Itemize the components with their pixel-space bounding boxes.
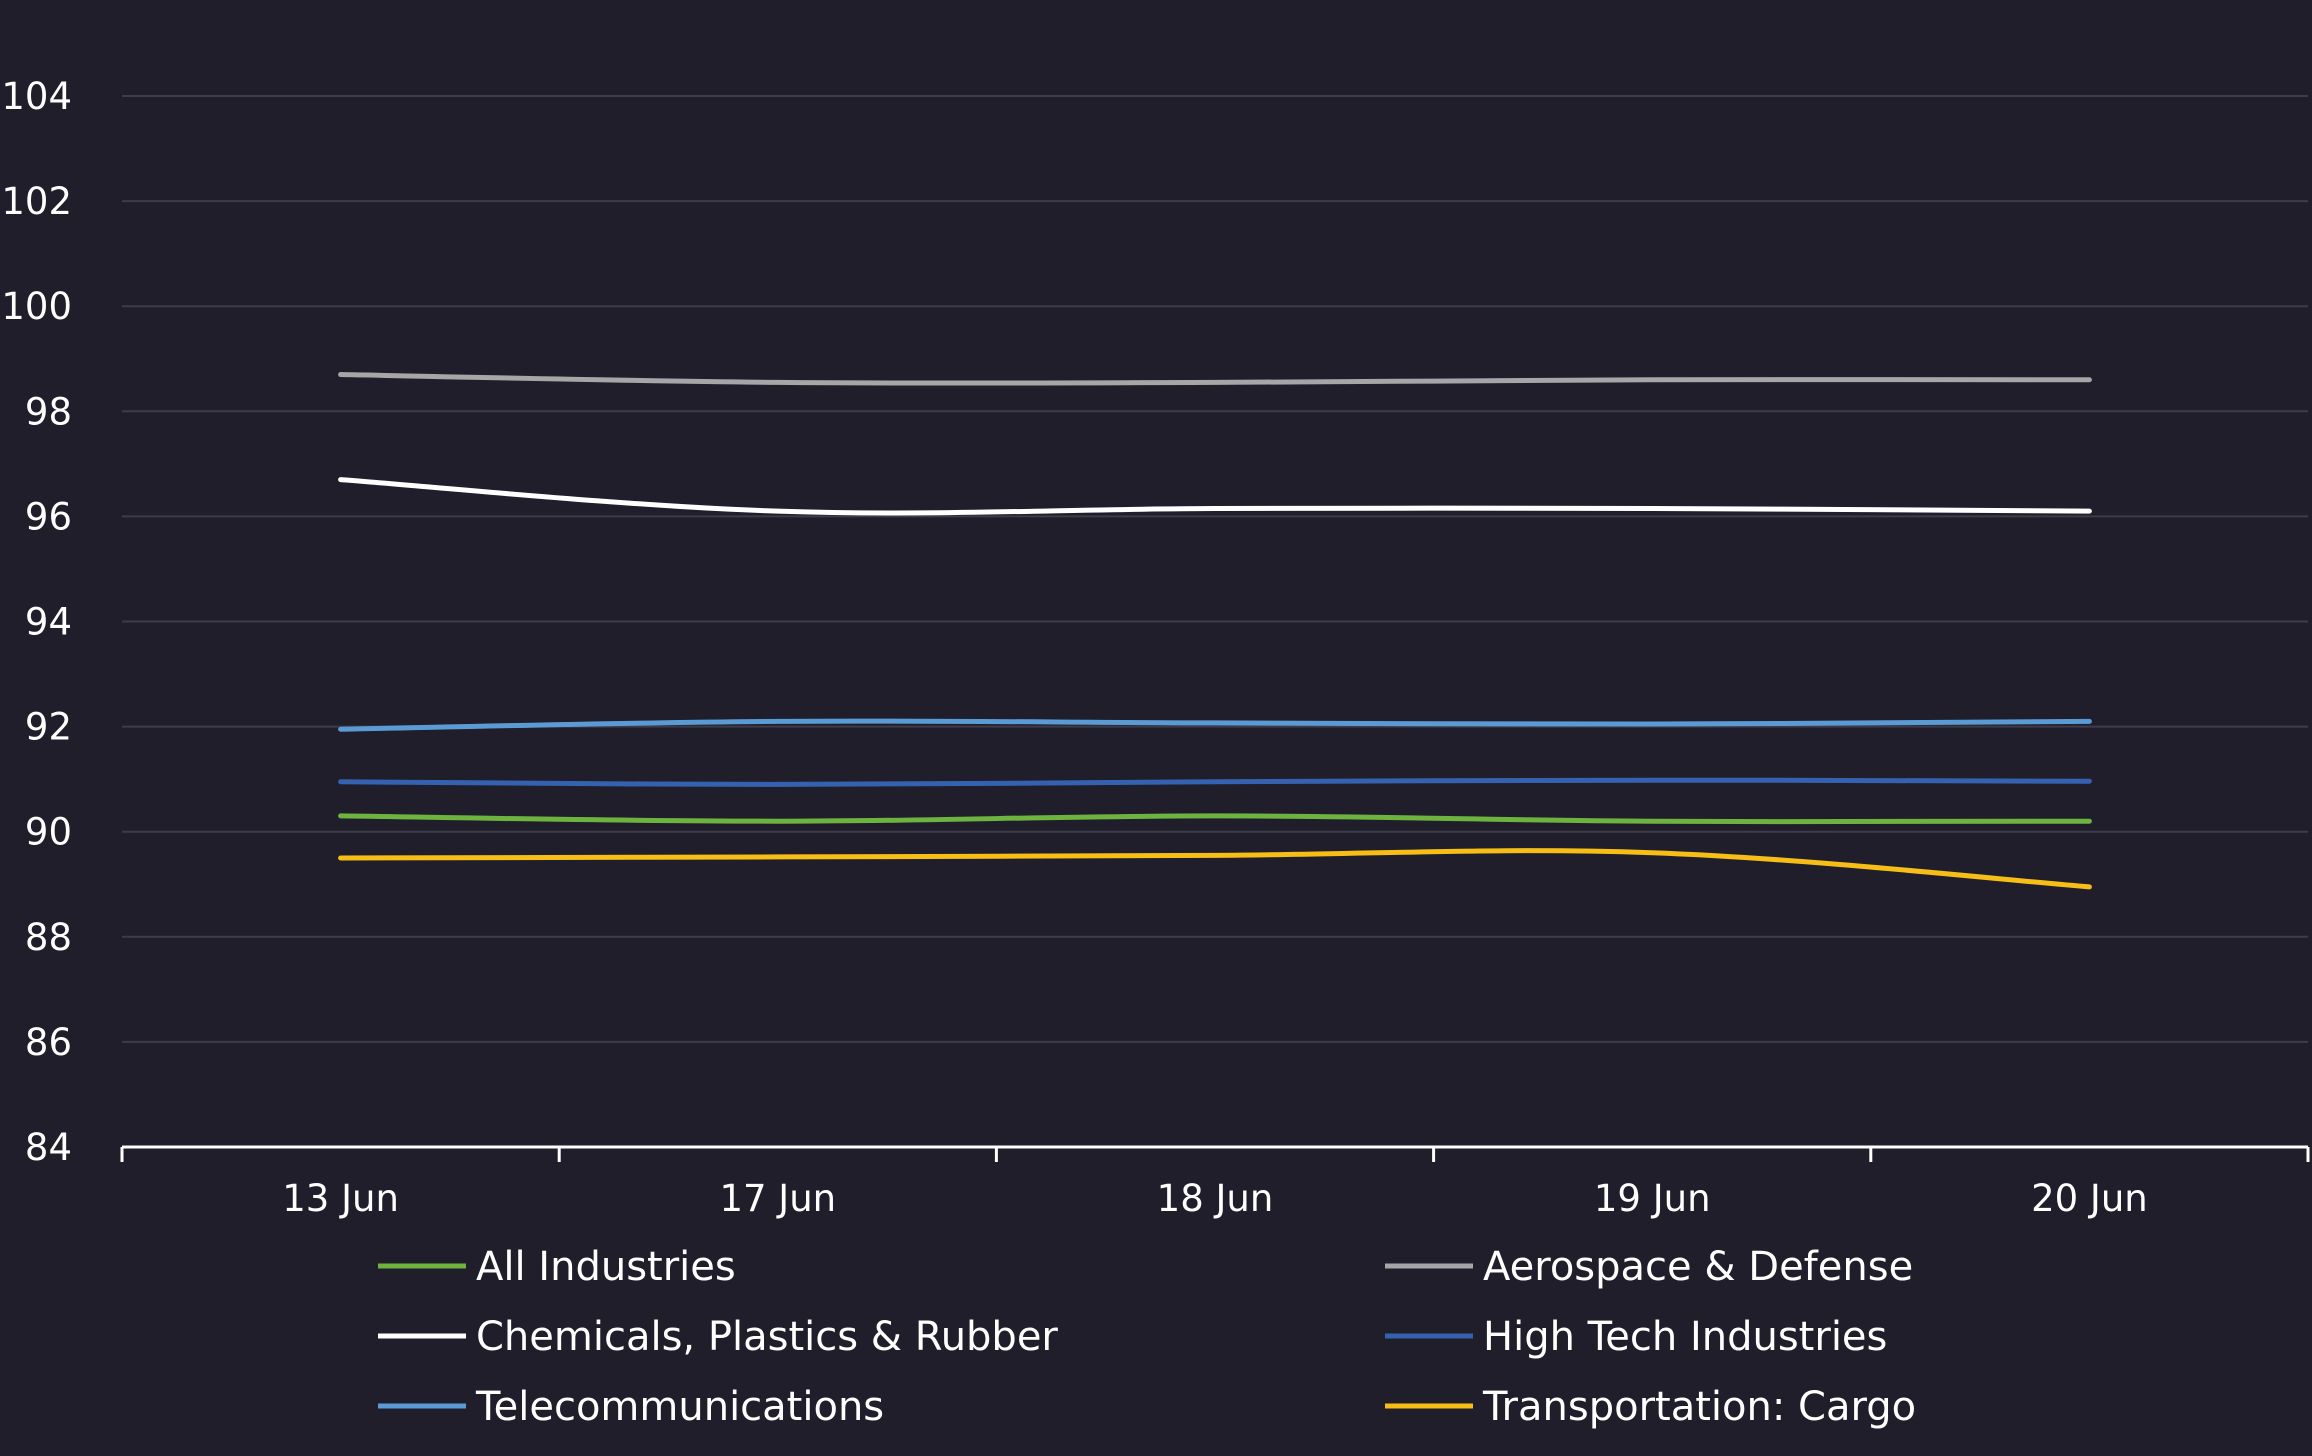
x-axis-tick-labels: 13 Jun 17 Jun 18 Jun 19 Jun 20 Jun xyxy=(282,1177,2147,1220)
y-tick-label: 86 xyxy=(25,1021,72,1064)
y-tick-label: 84 xyxy=(25,1126,72,1169)
legend: All Industries Aerospace & Defense Chemica… xyxy=(378,1244,1916,1430)
gridlines xyxy=(122,95,2308,1043)
y-tick-label: 100 xyxy=(1,285,72,328)
legend-label: Telecommunications xyxy=(475,1384,884,1430)
series-line-all-industries xyxy=(338,813,2092,825)
x-tick-label: 13 Jun xyxy=(282,1177,399,1220)
legend-label: Chemicals, Plastics & Rubber xyxy=(476,1314,1058,1360)
y-tick-label: 94 xyxy=(25,601,72,644)
series-line-chemicals-plastics-rubber xyxy=(338,477,2092,516)
legend-label: High Tech Industries xyxy=(1483,1314,1887,1360)
y-tick-label: 98 xyxy=(25,390,72,433)
y-tick-label: 96 xyxy=(25,495,72,538)
x-tick-label: 19 Jun xyxy=(1594,1177,1711,1220)
y-tick-label: 88 xyxy=(25,916,72,959)
series-line-telecommunications xyxy=(338,718,2092,732)
x-tick-label: 20 Jun xyxy=(2031,1177,2148,1220)
legend-label: Aerospace & Defense xyxy=(1483,1244,1913,1290)
y-tick-label: 90 xyxy=(25,811,72,854)
x-tick-label: 18 Jun xyxy=(1157,1177,1274,1220)
x-tick-label: 17 Jun xyxy=(719,1177,836,1220)
x-axis xyxy=(120,1145,2310,1162)
series-line-aerospace-defense xyxy=(338,372,2092,386)
series-line-transportation-cargo xyxy=(338,848,2092,890)
y-axis-tick-labels: 84 86 88 90 92 94 96 98 100 102 104 xyxy=(1,75,72,1169)
y-tick-label: 102 xyxy=(1,180,72,223)
y-tick-label: 92 xyxy=(25,706,72,749)
y-tick-label: 104 xyxy=(1,75,72,118)
series-lines xyxy=(338,372,2092,890)
legend-label: All Industries xyxy=(476,1244,736,1290)
legend-label: Transportation: Cargo xyxy=(1482,1384,1916,1430)
series-line-high-tech-industries xyxy=(338,777,2092,787)
